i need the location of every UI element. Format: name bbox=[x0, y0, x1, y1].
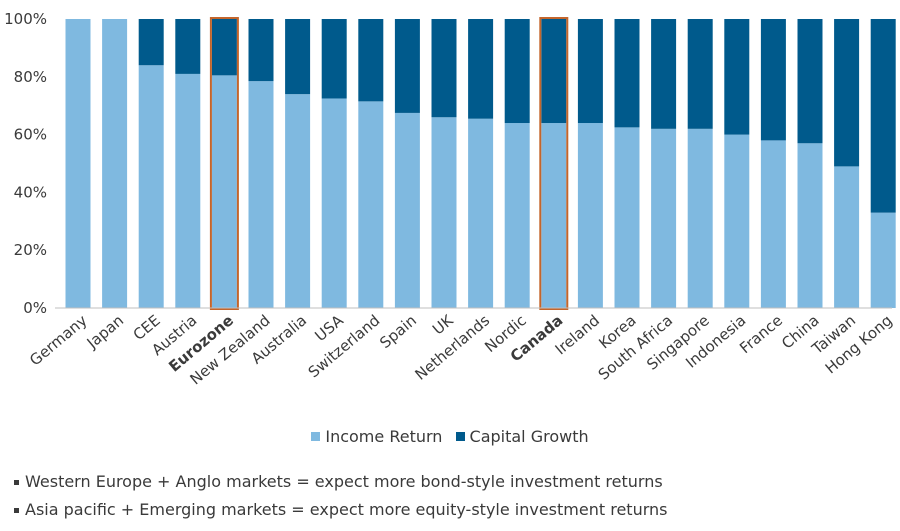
x-tick-label-spain: Spain bbox=[376, 311, 420, 352]
highlight-box-eurozone bbox=[209, 17, 239, 310]
bar-capital-growth-south-africa bbox=[651, 19, 677, 129]
notes: Western Europe + Anglo markets = expect … bbox=[14, 468, 667, 524]
bar-income-return-france bbox=[760, 140, 786, 308]
bar-capital-growth-cee bbox=[138, 19, 164, 66]
bar-income-return-spain bbox=[394, 112, 420, 308]
legend-label-capital: Capital Growth bbox=[469, 427, 589, 446]
bullet-icon bbox=[14, 479, 19, 485]
bar-income-return-austria bbox=[175, 73, 201, 308]
legend: Income Return Capital Growth bbox=[0, 426, 900, 446]
bar-income-return-hong-kong bbox=[870, 212, 896, 308]
bar-capital-growth-australia bbox=[285, 19, 311, 95]
bar-capital-growth-austria bbox=[175, 19, 201, 74]
note-text: Asia pacific + Emerging markets = expect… bbox=[25, 500, 668, 519]
x-tick-label-switzerland: Switzerland bbox=[305, 311, 384, 381]
x-tick-label-germany: Germany bbox=[26, 311, 90, 369]
legend-swatch-income bbox=[311, 432, 321, 441]
bar-capital-growth-canada bbox=[541, 19, 567, 124]
bar-income-return-netherlands bbox=[468, 118, 494, 308]
bullet-icon bbox=[14, 507, 19, 513]
bar-capital-growth-uk bbox=[431, 19, 457, 118]
bar-income-return-usa bbox=[321, 98, 347, 308]
note-western-europe: Western Europe + Anglo markets = expect … bbox=[14, 468, 667, 496]
y-tick-label-20-: 20% bbox=[14, 241, 47, 259]
bar-income-return-uk bbox=[431, 117, 457, 308]
y-tick-label-60-: 60% bbox=[14, 126, 47, 144]
x-tick-label-japan: Japan bbox=[83, 311, 127, 352]
bar-income-return-taiwan bbox=[834, 166, 860, 308]
bar-capital-growth-eurozone bbox=[211, 19, 237, 76]
bar-income-return-eurozone bbox=[211, 75, 237, 308]
bar-income-return-south-africa bbox=[651, 128, 677, 308]
bar-capital-growth-nordic bbox=[504, 19, 530, 124]
bar-capital-growth-france bbox=[760, 19, 786, 141]
note-text: Western Europe + Anglo markets = expect … bbox=[25, 472, 663, 491]
bar-capital-growth-indonesia bbox=[724, 19, 750, 135]
note-asia-pacific: Asia pacific + Emerging markets = expect… bbox=[14, 496, 667, 524]
bar-income-return-singapore bbox=[687, 128, 713, 308]
bar-income-return-nordic bbox=[504, 123, 530, 308]
bar-capital-growth-singapore bbox=[687, 19, 713, 129]
bar-capital-growth-switzerland bbox=[358, 19, 384, 102]
bar-capital-growth-usa bbox=[321, 19, 347, 99]
bar-capital-growth-taiwan bbox=[834, 19, 860, 167]
bar-income-return-new-zealand bbox=[248, 81, 274, 308]
y-tick-label-40-: 40% bbox=[14, 183, 47, 201]
bar-income-return-germany bbox=[65, 19, 91, 308]
highlight-box-canada bbox=[539, 17, 569, 310]
legend-swatch-capital bbox=[455, 432, 465, 441]
bar-income-return-switzerland bbox=[358, 101, 384, 309]
chart-area: 0% 20% 40% 60% 80% 100% Germany Japan CEE Austria… bbox=[4, 10, 896, 388]
bar-income-return-indonesia bbox=[724, 134, 750, 308]
y-tick-label-80-: 80% bbox=[14, 68, 47, 86]
bar-income-return-japan bbox=[102, 19, 128, 308]
bar-income-return-ireland bbox=[577, 123, 603, 308]
bar-capital-growth-new-zealand bbox=[248, 19, 274, 82]
y-tick-label-100-: 100% bbox=[4, 10, 47, 28]
bar-capital-growth-china bbox=[797, 19, 823, 144]
bar-income-return-australia bbox=[285, 94, 311, 308]
bar-capital-growth-ireland bbox=[577, 19, 603, 124]
bar-income-return-korea bbox=[614, 127, 640, 308]
bar-capital-growth-netherlands bbox=[468, 19, 494, 119]
bar-capital-growth-hong-kong bbox=[870, 19, 896, 213]
legend-label-income: Income Return bbox=[325, 427, 443, 446]
bar-capital-growth-korea bbox=[614, 19, 640, 128]
legend-item-income: Income Return bbox=[311, 427, 442, 446]
bar-income-return-canada bbox=[541, 123, 567, 308]
legend-item-capital: Capital Growth bbox=[455, 427, 589, 446]
bar-capital-growth-spain bbox=[394, 19, 420, 113]
bar-income-return-cee bbox=[138, 65, 164, 309]
y-tick-label-0-: 0% bbox=[23, 299, 47, 317]
x-tick-label-france: France bbox=[736, 311, 786, 357]
bar-income-return-china bbox=[797, 143, 823, 308]
